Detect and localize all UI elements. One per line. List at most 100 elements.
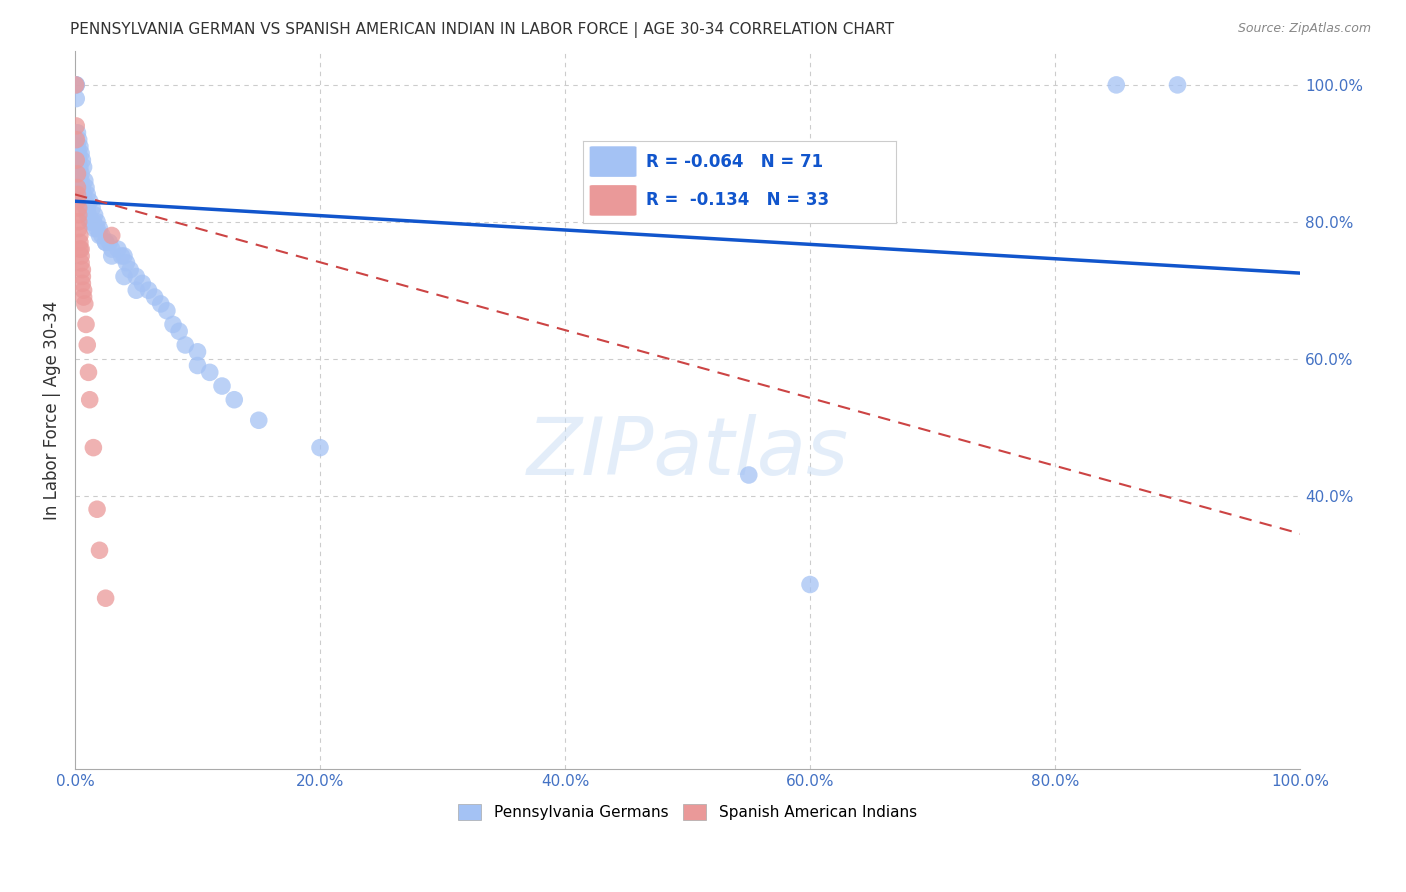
Point	[100, 228, 122, 243]
Point	[89, 543, 111, 558]
Point	[79, 194, 101, 209]
Point	[79, 392, 101, 407]
Point	[89, 221, 111, 235]
Point	[65, 153, 87, 168]
Point	[73, 174, 96, 188]
Point	[67, 133, 90, 147]
Text: ZIPatlas: ZIPatlas	[526, 414, 849, 492]
Point	[72, 160, 94, 174]
Point	[76, 201, 98, 215]
Point	[162, 318, 184, 332]
Point	[149, 297, 172, 311]
Text: Source: ZipAtlas.com: Source: ZipAtlas.com	[1237, 22, 1371, 36]
Point	[73, 297, 96, 311]
Point	[75, 180, 97, 194]
Point	[66, 139, 89, 153]
Point	[67, 215, 90, 229]
Point	[309, 441, 332, 455]
Point	[72, 187, 94, 202]
Point	[1105, 78, 1128, 92]
Point	[69, 160, 91, 174]
Point	[67, 146, 90, 161]
Point	[65, 133, 87, 147]
Text: PENNSYLVANIA GERMAN VS SPANISH AMERICAN INDIAN IN LABOR FORCE | AGE 30-34 CORREL: PENNSYLVANIA GERMAN VS SPANISH AMERICAN …	[70, 22, 894, 38]
Point	[94, 235, 117, 250]
Point	[186, 359, 208, 373]
Point	[66, 187, 89, 202]
Point	[131, 277, 153, 291]
Point	[77, 208, 100, 222]
Point	[70, 256, 93, 270]
Point	[156, 303, 179, 318]
Legend: Pennsylvania Germans, Spanish American Indians: Pennsylvania Germans, Spanish American I…	[453, 798, 922, 826]
Point	[66, 126, 89, 140]
Point	[86, 221, 108, 235]
Point	[138, 283, 160, 297]
Point	[83, 221, 105, 235]
Point	[211, 379, 233, 393]
Point	[247, 413, 270, 427]
Point	[110, 249, 132, 263]
Point	[86, 502, 108, 516]
Point	[65, 78, 87, 92]
Point	[76, 338, 98, 352]
Point	[115, 256, 138, 270]
Point	[120, 262, 142, 277]
Point	[73, 194, 96, 209]
Point	[89, 228, 111, 243]
Point	[77, 365, 100, 379]
Point	[125, 283, 148, 297]
Point	[70, 146, 93, 161]
Point	[76, 208, 98, 222]
Point	[65, 78, 87, 92]
Point	[65, 119, 87, 133]
Point	[75, 201, 97, 215]
Point	[98, 235, 121, 250]
Point	[79, 215, 101, 229]
Point	[82, 215, 104, 229]
Point	[83, 208, 105, 222]
Point	[82, 441, 104, 455]
Point	[72, 290, 94, 304]
Point	[100, 249, 122, 263]
Point	[72, 153, 94, 168]
Point	[143, 290, 166, 304]
Point	[76, 187, 98, 202]
Point	[66, 167, 89, 181]
Point	[72, 262, 94, 277]
Point	[72, 194, 94, 209]
Point	[72, 269, 94, 284]
Point	[65, 78, 87, 92]
Point	[100, 242, 122, 256]
Point	[70, 174, 93, 188]
Y-axis label: In Labor Force | Age 30-34: In Labor Force | Age 30-34	[44, 301, 60, 520]
Point	[107, 242, 129, 256]
Point	[70, 167, 93, 181]
Point	[91, 228, 114, 243]
Point	[86, 215, 108, 229]
Point	[224, 392, 246, 407]
Point	[72, 180, 94, 194]
Point	[67, 153, 90, 168]
Point	[67, 201, 90, 215]
Point	[112, 269, 135, 284]
Point	[94, 591, 117, 606]
Point	[174, 338, 197, 352]
Point	[80, 215, 103, 229]
Point	[69, 139, 91, 153]
Point	[186, 344, 208, 359]
Point	[66, 194, 89, 209]
Point	[66, 180, 89, 194]
Point	[738, 468, 761, 483]
Point	[799, 577, 821, 591]
Point	[69, 228, 91, 243]
Point	[1166, 78, 1188, 92]
Point	[72, 283, 94, 297]
Point	[167, 324, 190, 338]
Point	[198, 365, 221, 379]
Point	[67, 221, 90, 235]
Point	[72, 187, 94, 202]
Point	[82, 201, 104, 215]
Point	[125, 269, 148, 284]
Point	[70, 242, 93, 256]
